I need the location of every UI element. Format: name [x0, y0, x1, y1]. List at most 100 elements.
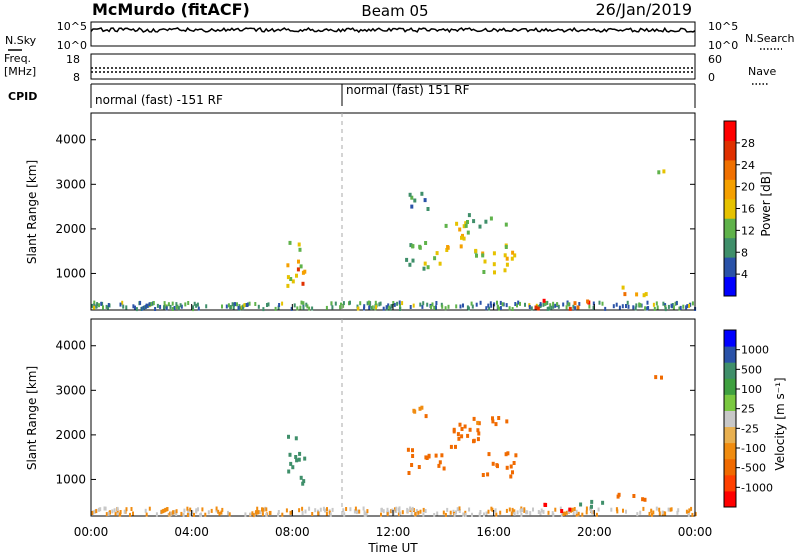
- echo-cell: [642, 293, 646, 298]
- ground-scatter-cell: [661, 510, 664, 515]
- echo-cell: [435, 251, 439, 256]
- velocity-ylabel: Slant Range [km]: [25, 366, 39, 470]
- echo-cell: [302, 479, 306, 484]
- colorbar-tick-label: 12: [741, 224, 755, 237]
- ground-scatter-cell: [386, 512, 389, 517]
- power-y-ticks: 1000 2000 3000 4000: [55, 133, 695, 280]
- echo-cell: [405, 257, 409, 262]
- nsearch-label: N.Search: [745, 32, 795, 45]
- ground-scatter-cell: [513, 509, 516, 514]
- ground-scatter-cell: [511, 507, 514, 512]
- colorbar-swatch: [724, 474, 736, 492]
- ground-scatter-cell: [356, 509, 359, 514]
- ground-scatter-cell: [289, 510, 292, 515]
- ground-scatter-cell: [398, 300, 401, 305]
- nsky-strip: [90, 21, 696, 47]
- colorbar-swatch: [724, 330, 736, 347]
- echo-cell: [426, 207, 430, 211]
- echo-cell: [483, 259, 487, 264]
- ground-scatter-cell: [575, 509, 578, 514]
- ground-scatter-cell: [93, 305, 96, 310]
- colorbar-tick-label: 25: [741, 403, 755, 416]
- ground-scatter-cell: [635, 303, 638, 308]
- ground-scatter-cell: [221, 507, 224, 512]
- ground-scatter-cell: [610, 507, 613, 512]
- time-x-ticks: 00:00 04:00 08:00 12:00 16:00 20:00 00:00: [74, 304, 712, 539]
- ground-scatter-cell: [590, 510, 593, 515]
- ground-scatter-cell: [342, 301, 345, 306]
- ground-scatter-cell: [604, 306, 607, 311]
- colorbar-swatch: [724, 490, 736, 508]
- ground-scatter-cell: [204, 512, 207, 517]
- ground-scatter-cell: [471, 304, 474, 309]
- ground-scatter-cell: [385, 305, 388, 310]
- ground-scatter-cell: [179, 303, 182, 308]
- echo-cell: [568, 507, 572, 512]
- echo-cell: [503, 253, 507, 258]
- ground-scatter-cell: [257, 510, 260, 515]
- echo-cell: [411, 258, 415, 263]
- ground-scatter-cell: [505, 303, 508, 308]
- echo-cell: [459, 244, 463, 249]
- ground-scatter-cell: [266, 303, 268, 307]
- echo-cell: [298, 247, 302, 252]
- ground-scatter-cell: [691, 301, 694, 306]
- echo-cell: [446, 245, 450, 250]
- ground-scatter-cell: [441, 304, 444, 309]
- echo-cell: [411, 454, 415, 458]
- ground-scatter-cell: [105, 512, 108, 517]
- ground-scatter-cell: [392, 301, 395, 305]
- ground-scatter-cell: [175, 305, 178, 310]
- ground-scatter-cell: [462, 303, 464, 308]
- echo-cell: [449, 444, 453, 449]
- echo-cell: [455, 221, 459, 226]
- ground-scatter-cell: [550, 305, 553, 310]
- ground-scatter-cell: [317, 511, 320, 516]
- ground-scatter-cell: [163, 301, 166, 306]
- ground-scatter-cell: [166, 507, 169, 511]
- ground-scatter-cell: [186, 513, 189, 517]
- ground-scatter-cell: [231, 302, 234, 307]
- ground-scatter-cell: [471, 512, 473, 517]
- ground-scatter-cell: [278, 303, 281, 307]
- ground-scatter-cell: [516, 303, 518, 308]
- ground-scatter-cell: [370, 306, 373, 311]
- ground-scatter-cell: [479, 510, 482, 514]
- ground-scatter-cell: [652, 302, 655, 307]
- echo-cell: [477, 431, 481, 436]
- ground-scatter-cell: [172, 510, 175, 515]
- ground-scatter-cell: [308, 506, 311, 511]
- ground-scatter-cell: [638, 302, 641, 307]
- y-tick-label: 2000: [55, 222, 86, 236]
- ground-scatter-cell: [91, 511, 94, 515]
- ground-scatter-cell: [386, 507, 389, 512]
- ground-scatter-cell: [389, 306, 392, 311]
- ground-scatter-cell: [539, 302, 542, 307]
- ground-scatter-cell: [293, 303, 296, 308]
- nsky-axis-top: 10^5: [57, 20, 87, 33]
- ground-scatter-cell: [191, 510, 194, 515]
- ground-scatter-cell: [243, 303, 246, 308]
- ground-scatter-cell: [325, 511, 328, 516]
- cpid-segment-2: normal (fast) 151 RF: [346, 83, 470, 97]
- ground-scatter-cell: [563, 511, 566, 516]
- velocity-plot-frame: [90, 318, 696, 517]
- ground-scatter-cell: [648, 511, 651, 516]
- nsky-label: N.Sky: [5, 34, 37, 47]
- ground-scatter-cell: [658, 511, 661, 516]
- ground-scatter-cell: [653, 306, 656, 311]
- echo-cell: [454, 444, 457, 449]
- ground-scatter-cell: [302, 303, 305, 308]
- echo-cell: [505, 465, 509, 470]
- echo-cell: [472, 416, 476, 421]
- ground-scatter-cell: [466, 305, 469, 310]
- ground-scatter-cell: [618, 305, 621, 310]
- echo-cell: [590, 499, 594, 504]
- ground-scatter-cell: [252, 513, 255, 518]
- ground-scatter-cell: [302, 305, 305, 310]
- ground-scatter-cell: [636, 512, 639, 517]
- ground-scatter-cell: [180, 511, 183, 516]
- echo-cell: [635, 292, 639, 297]
- echo-cell: [505, 256, 509, 261]
- ground-scatter-cell: [642, 506, 645, 511]
